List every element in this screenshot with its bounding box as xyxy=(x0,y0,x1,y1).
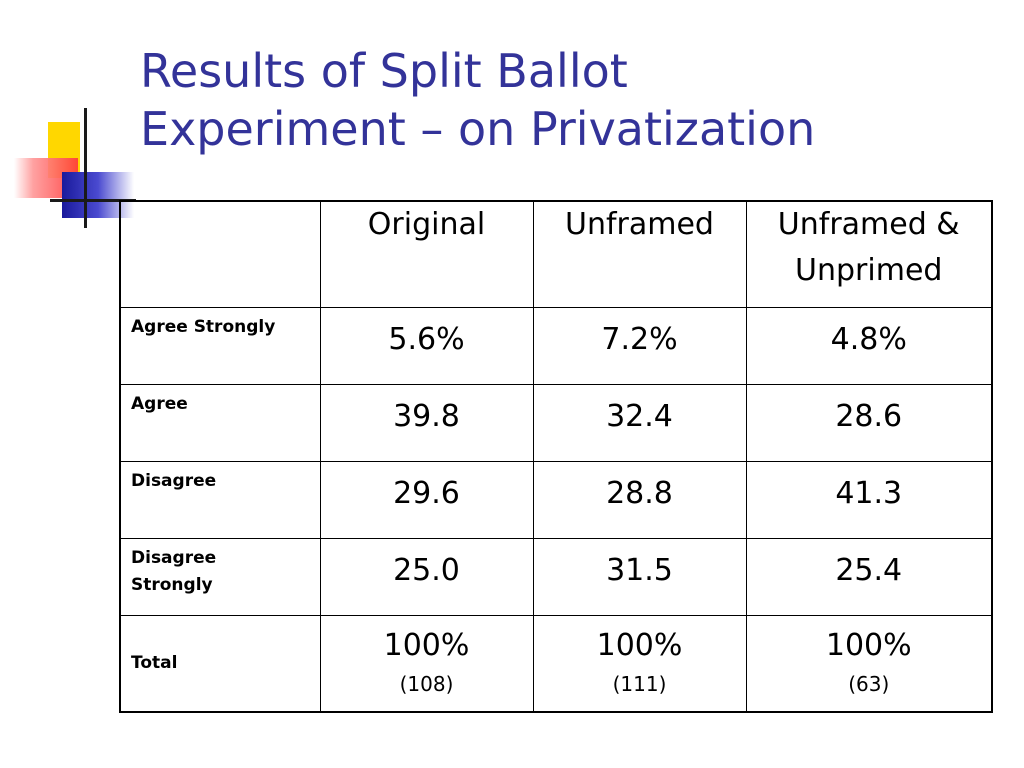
table-header-row: Original Unframed Unframed & Unprimed xyxy=(119,200,993,308)
total-count: (63) xyxy=(848,671,890,696)
cell-value: 25.0 xyxy=(319,537,534,616)
cell-value: 39.8 xyxy=(319,383,534,462)
header-unframed-unprimed-line2: Unprimed xyxy=(795,253,943,288)
header-unframed-unprimed: Unframed & Unprimed xyxy=(745,200,993,308)
table-row: Disagree 29.6 28.8 41.3 xyxy=(119,460,993,539)
row-label-line1: Disagree xyxy=(131,547,217,568)
horizontal-line-ornament xyxy=(50,199,136,202)
cell-value: 25.4 xyxy=(745,537,993,616)
row-label-agree: Agree xyxy=(119,383,321,462)
total-cell: 100% (63) xyxy=(745,614,993,713)
header-unframed: Unframed xyxy=(532,200,747,308)
cell-value: 28.8 xyxy=(532,460,747,539)
row-label-disagree: Disagree xyxy=(119,460,321,539)
row-label-line2: Strongly xyxy=(131,574,213,595)
vertical-line-ornament xyxy=(84,108,87,228)
table-row: Agree 39.8 32.4 28.6 xyxy=(119,383,993,462)
header-unframed-unprimed-line1: Unframed & xyxy=(777,207,960,242)
table-row: Agree Strongly 5.6% 7.2% 4.8% xyxy=(119,306,993,385)
header-original: Original xyxy=(319,200,534,308)
cell-value: 29.6 xyxy=(319,460,534,539)
total-percent: 100% xyxy=(596,627,683,663)
cell-value: 4.8% xyxy=(745,306,993,385)
cell-value: 31.5 xyxy=(532,537,747,616)
cell-value: 32.4 xyxy=(532,383,747,462)
total-count: (108) xyxy=(399,671,454,696)
slide-title-line1: Results of Split Ballot xyxy=(140,44,628,98)
header-empty-cell xyxy=(119,200,321,308)
total-percent: 100% xyxy=(383,627,470,663)
table-row: Disagree Strongly 25.0 31.5 25.4 xyxy=(119,537,993,616)
cell-value: 41.3 xyxy=(745,460,993,539)
cell-value: 5.6% xyxy=(319,306,534,385)
slide-title: Results of Split Ballot Experiment – on … xyxy=(140,42,1010,158)
cell-value: 28.6 xyxy=(745,383,993,462)
table-total-row: Total 100% (108) 100% (111) 100% (63) xyxy=(119,614,993,713)
row-label-agree-strongly: Agree Strongly xyxy=(119,306,321,385)
total-percent: 100% xyxy=(825,627,912,663)
row-label-total: Total xyxy=(119,614,321,713)
cell-value: 7.2% xyxy=(532,306,747,385)
results-table: Original Unframed Unframed & Unprimed Agr… xyxy=(119,200,993,713)
total-cell: 100% (111) xyxy=(532,614,747,713)
total-count: (111) xyxy=(612,671,667,696)
row-label-disagree-strongly: Disagree Strongly xyxy=(119,537,321,616)
slide-title-line2: Experiment – on Privatization xyxy=(140,102,816,156)
total-cell: 100% (108) xyxy=(319,614,534,713)
